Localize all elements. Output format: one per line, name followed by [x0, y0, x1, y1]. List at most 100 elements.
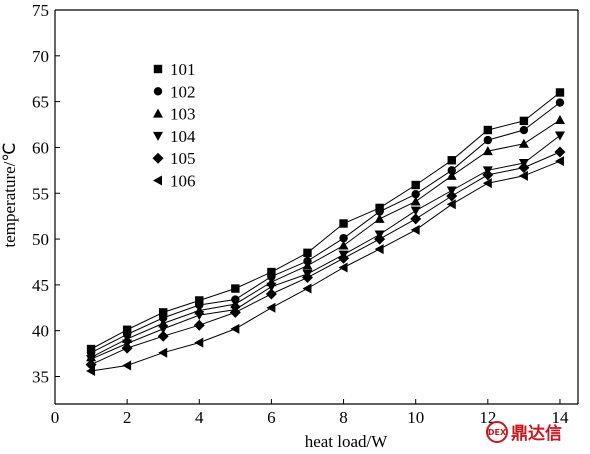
data-point [302, 260, 313, 270]
x-tick-label: 6 [267, 408, 276, 427]
data-point [483, 125, 493, 135]
data-point [229, 306, 241, 318]
data-point [230, 323, 240, 334]
legend-label-101: 101 [170, 60, 196, 79]
x-tick-label: 10 [407, 408, 424, 427]
y-tick-label: 75 [32, 1, 49, 20]
data-point [446, 199, 456, 210]
series-106 [86, 156, 564, 377]
legend-marker-103 [153, 108, 163, 118]
data-point [410, 206, 421, 216]
x-ticks: 0 2 4 6 8 10 12 14 [51, 399, 569, 427]
x-tick-label: 8 [339, 408, 348, 427]
data-point [554, 114, 565, 124]
data-point [555, 98, 565, 107]
data-point [519, 125, 529, 135]
watermark-logo-text: DEX [488, 428, 507, 437]
data-point [122, 325, 132, 334]
data-point [157, 330, 169, 342]
data-point [483, 135, 493, 145]
data-point [447, 166, 456, 175]
data-point [446, 190, 458, 202]
y-tick-label: 45 [32, 276, 49, 295]
series-line [90, 151, 561, 366]
data-point [374, 213, 385, 223]
series-105 [85, 146, 566, 371]
data-point [410, 224, 420, 235]
series-line [90, 92, 561, 350]
y-tick-label: 70 [32, 47, 49, 66]
data-point [374, 233, 386, 245]
data-point [411, 189, 420, 199]
data-point [195, 300, 204, 310]
data-point [338, 252, 350, 264]
data-point [447, 156, 456, 165]
data-point [446, 170, 457, 180]
watermark-text: 鼎达信 [511, 423, 562, 444]
data-point [554, 131, 565, 141]
watermark: DEX 鼎达信 [486, 421, 562, 444]
x-axis-title: heat load/W [305, 432, 389, 451]
data-point [374, 244, 384, 255]
data-point [554, 146, 566, 158]
data-point [482, 146, 493, 156]
data-point [338, 240, 349, 250]
data-point [194, 311, 205, 321]
watermark-logo-icon [486, 421, 508, 443]
data-point [554, 156, 564, 167]
legend-marker-104 [153, 131, 163, 141]
data-point [518, 170, 528, 181]
series-line [90, 102, 561, 354]
y-ticks: 35 40 45 50 55 60 65 70 75 [32, 1, 60, 387]
data-point [195, 296, 204, 305]
data-point [518, 162, 530, 174]
data-point [411, 180, 420, 190]
y-tick-label: 40 [32, 322, 49, 341]
x-tick-label: 14 [551, 408, 569, 427]
legend: 101 102 103 104 105 106 [152, 60, 196, 191]
data-point [121, 342, 133, 354]
x-tick-label: 0 [51, 408, 60, 427]
data-point [339, 219, 348, 228]
y-tick-label: 50 [32, 230, 49, 249]
data-point [482, 169, 494, 181]
data-point [122, 360, 132, 371]
legend-label-106: 106 [170, 172, 196, 191]
data-point [231, 284, 240, 293]
data-point [265, 288, 277, 300]
data-point [303, 248, 312, 258]
series-group [85, 88, 566, 377]
legend-marker-101 [153, 64, 163, 74]
y-tick-label: 60 [32, 138, 49, 157]
plot-frame [54, 9, 579, 405]
legend-marker-102 [153, 87, 163, 96]
data-point [302, 283, 312, 294]
series-101 [86, 88, 565, 354]
legend-label-104: 104 [170, 127, 196, 146]
data-point [267, 272, 276, 281]
legend-label-105: 105 [170, 149, 196, 168]
data-point [266, 282, 277, 292]
data-point [339, 233, 348, 243]
data-point [158, 324, 169, 334]
x-tick-label: 2 [123, 408, 132, 427]
series-line [90, 135, 561, 360]
legend-marker-106 [153, 175, 162, 186]
legend-label-103: 103 [170, 105, 196, 124]
y-tick-label: 65 [32, 93, 49, 112]
data-point [86, 366, 96, 377]
data-point [158, 347, 168, 358]
series-102 [86, 98, 565, 357]
x-tick-label: 12 [479, 408, 496, 427]
data-point [338, 262, 348, 273]
data-point [519, 116, 529, 126]
legend-label-102: 102 [170, 82, 196, 101]
data-point [482, 178, 492, 189]
data-point [555, 88, 565, 97]
data-point [266, 302, 276, 313]
data-point [159, 308, 168, 317]
data-point [301, 272, 313, 284]
data-point [159, 313, 168, 323]
data-point [375, 207, 384, 216]
